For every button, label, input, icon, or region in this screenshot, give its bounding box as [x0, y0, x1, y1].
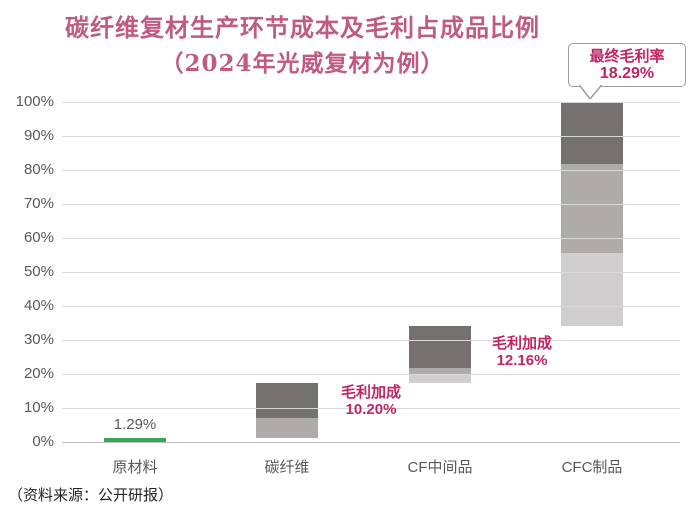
gridline-10 [62, 408, 680, 409]
cf-intermediate-margin-annotation: 毛利加成 12.16% [470, 335, 574, 369]
bar-CFC制品-segment-0 [561, 252, 623, 327]
gridline-30 [62, 340, 680, 341]
callout-text: 最终毛利率 [589, 47, 665, 65]
y-tick-label-40: 40% [23, 297, 54, 314]
bar-碳纤维-segment-0 [256, 417, 318, 438]
y-tick-label-20: 20% [23, 365, 54, 382]
y-tick-label-60: 60% [23, 229, 54, 246]
y-tick-label-50: 50% [23, 263, 54, 280]
annotation-text: 毛利加成 [340, 384, 401, 401]
bar-原材料-segment-0 [104, 437, 166, 442]
bar-碳纤维-segment-1 [256, 383, 318, 418]
bar-CFC制品-segment-2 [561, 102, 623, 165]
callout-pointer [578, 85, 603, 100]
carbon-fiber-margin-annotation: 毛利加成 10.20% [319, 384, 423, 418]
gridline-80 [62, 170, 680, 171]
gridline-90 [62, 136, 680, 137]
gridline-40 [62, 306, 680, 307]
bar-CFC制品-segment-1 [561, 164, 623, 253]
bar-CF中间品-segment-2 [409, 326, 471, 368]
category-label-原材料: 原材料 [112, 459, 158, 476]
bar-CF中间品-segment-1 [409, 367, 471, 374]
category-label-碳纤维: 碳纤维 [264, 459, 310, 476]
y-tick-label-80: 80% [23, 161, 54, 178]
chart-title-line1: 碳纤维复材生产环节成本及毛利占成品比例 [65, 13, 540, 42]
gridline-100 [62, 102, 680, 103]
gridline-20 [62, 374, 680, 375]
annotation-text: 毛利加成 [491, 335, 552, 352]
chart-title-line2: （2024年光威复材为例） [160, 50, 445, 77]
gridline-70 [62, 204, 680, 205]
annotation-value: 12.16% [496, 352, 548, 369]
data-source-note: （资料来源：公开研报） [8, 487, 174, 504]
raw-material-data-label: 1.29% [113, 416, 157, 433]
y-tick-label-10: 10% [23, 399, 54, 416]
final-gross-margin-callout: 最终毛利率 18.29% [568, 43, 686, 87]
y-tick-label-90: 90% [23, 127, 54, 144]
y-tick-label-30: 30% [23, 331, 54, 348]
callout-value: 18.29% [599, 64, 655, 82]
x-axis-line [62, 442, 680, 443]
y-tick-label-0: 0% [32, 433, 54, 450]
gridline-60 [62, 238, 680, 239]
y-tick-label-70: 70% [23, 195, 54, 212]
gridline-50 [62, 272, 680, 273]
category-label-CFC制品: CFC制品 [561, 459, 623, 476]
bar-CF中间品-segment-0 [409, 374, 471, 384]
y-tick-label-100: 100% [15, 93, 54, 110]
annotation-value: 10.20% [345, 401, 397, 418]
category-label-CF中间品: CF中间品 [407, 459, 473, 476]
